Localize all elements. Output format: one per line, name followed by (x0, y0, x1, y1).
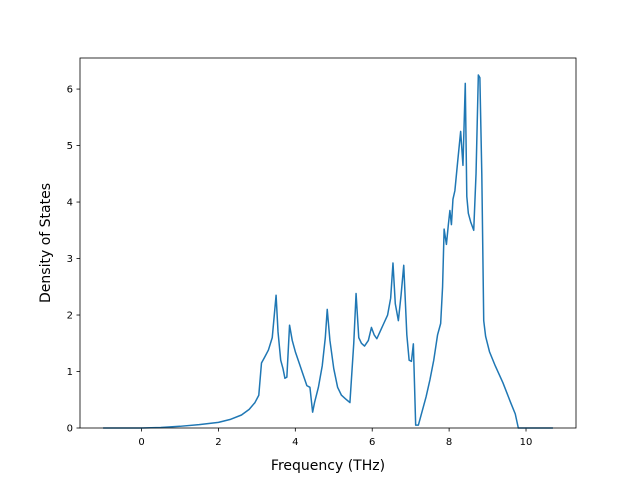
x-tick-label: 8 (446, 437, 452, 448)
y-tick-label: 6 (67, 85, 73, 96)
x-axis-label: Frequency (THz) (271, 458, 385, 474)
y-tick-label: 5 (67, 141, 73, 152)
x-axis: 0 2 4 6 8 10 (138, 428, 532, 448)
plot-area (80, 58, 576, 428)
x-tick-label: 6 (369, 437, 375, 448)
plot-frame (79, 57, 577, 429)
y-axis: 0 1 2 3 4 5 6 (67, 85, 80, 435)
y-tick-label: 2 (67, 311, 73, 322)
y-tick-label: 0 (67, 424, 73, 435)
series-layer (103, 74, 553, 429)
x-tick-label: 10 (520, 437, 533, 448)
y-tick-label: 3 (67, 254, 73, 265)
x-tick-label: 4 (292, 437, 298, 448)
x-tick-label: 2 (215, 437, 221, 448)
dos-series-line (103, 74, 553, 429)
y-axis-label: Density of States (38, 183, 54, 303)
y-tick-label: 4 (67, 198, 73, 209)
y-tick-label: 1 (67, 367, 73, 378)
x-tick-label: 0 (138, 437, 144, 448)
